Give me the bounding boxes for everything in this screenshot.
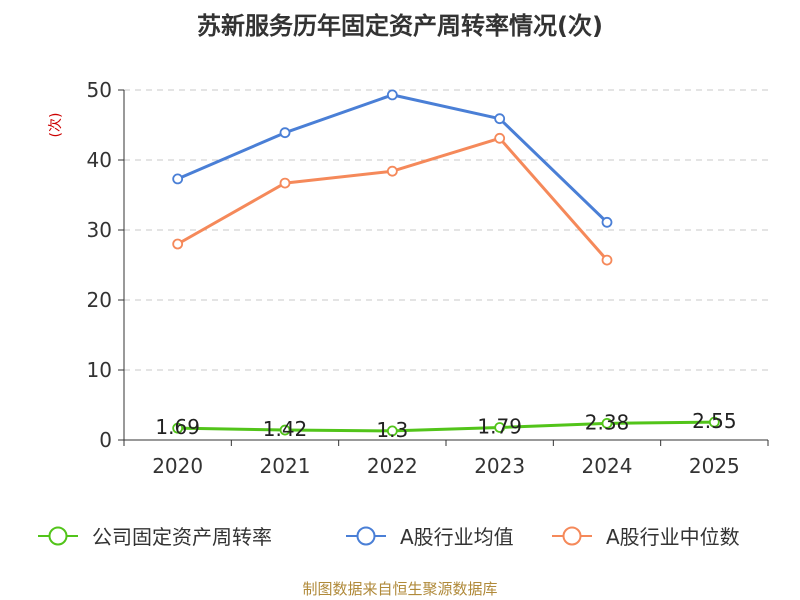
y-tick-labels: 0 10 20 30 40 50 (87, 78, 124, 452)
data-point-1 (279, 127, 291, 139)
y-tick-label: 10 (87, 358, 112, 382)
x-tick-label: 2024 (582, 454, 633, 478)
y-tick-label: 50 (87, 78, 112, 102)
data-label: 1.69 (155, 415, 200, 439)
data-point-0 (172, 422, 184, 434)
legend-label: 公司固定资产周转率 (92, 525, 272, 549)
series-line-1 (177, 93, 609, 224)
data-label: 2.38 (585, 410, 630, 434)
data-point-0 (601, 417, 613, 429)
grid-lines (124, 89, 768, 371)
legend-marker (48, 526, 68, 546)
data-point-2 (601, 254, 613, 266)
axes (123, 90, 768, 441)
y-tick-label: 40 (87, 148, 112, 172)
data-point-2 (386, 165, 398, 177)
y-axis-label: (次) (48, 113, 64, 138)
data-label: 1.42 (263, 417, 308, 441)
data-point-0 (386, 425, 398, 437)
data-label: 1.79 (477, 414, 522, 438)
series-group (172, 89, 720, 437)
source-note: 制图数据来自恒生聚源数据库 (302, 580, 498, 598)
y-tick-label: 20 (87, 288, 112, 312)
legend-marker (562, 526, 582, 546)
legend: 公司固定资产周转率 A股行业均值 A股行业中位数 (38, 525, 740, 549)
data-label: 2.55 (692, 409, 737, 433)
y-tick-label: 0 (99, 428, 112, 452)
data-point-2 (172, 238, 184, 250)
data-point-2 (279, 177, 291, 189)
x-tick-label: 2020 (152, 454, 203, 478)
data-point-1 (601, 216, 613, 228)
x-tick-label: 2022 (367, 454, 418, 478)
data-point-1 (494, 113, 506, 125)
x-tick-label: 2021 (260, 454, 311, 478)
data-point-2 (494, 132, 506, 144)
legend-label: A股行业均值 (400, 525, 514, 549)
x-tick-labels: 2020 2021 2022 2023 2024 2025 (123, 440, 769, 478)
data-point-0 (708, 416, 720, 428)
legend-label: A股行业中位数 (606, 525, 740, 549)
series-line-0 (177, 420, 715, 433)
data-labels: 1.69 1.42 1.3 1.79 2.38 2.55 (155, 409, 736, 442)
data-point-0 (494, 422, 506, 433)
data-point-1 (386, 89, 398, 101)
data-point-1 (172, 173, 184, 185)
chart-title: 苏新服务历年固定资产周转率情况(次) (197, 12, 603, 40)
x-tick-label: 2023 (474, 454, 525, 478)
series-line-2 (176, 136, 609, 262)
data-label: 1.3 (376, 418, 408, 442)
y-tick-label: 30 (87, 218, 112, 242)
data-point-0 (279, 424, 291, 436)
x-tick-label: 2025 (689, 454, 740, 478)
legend-marker (356, 526, 376, 546)
